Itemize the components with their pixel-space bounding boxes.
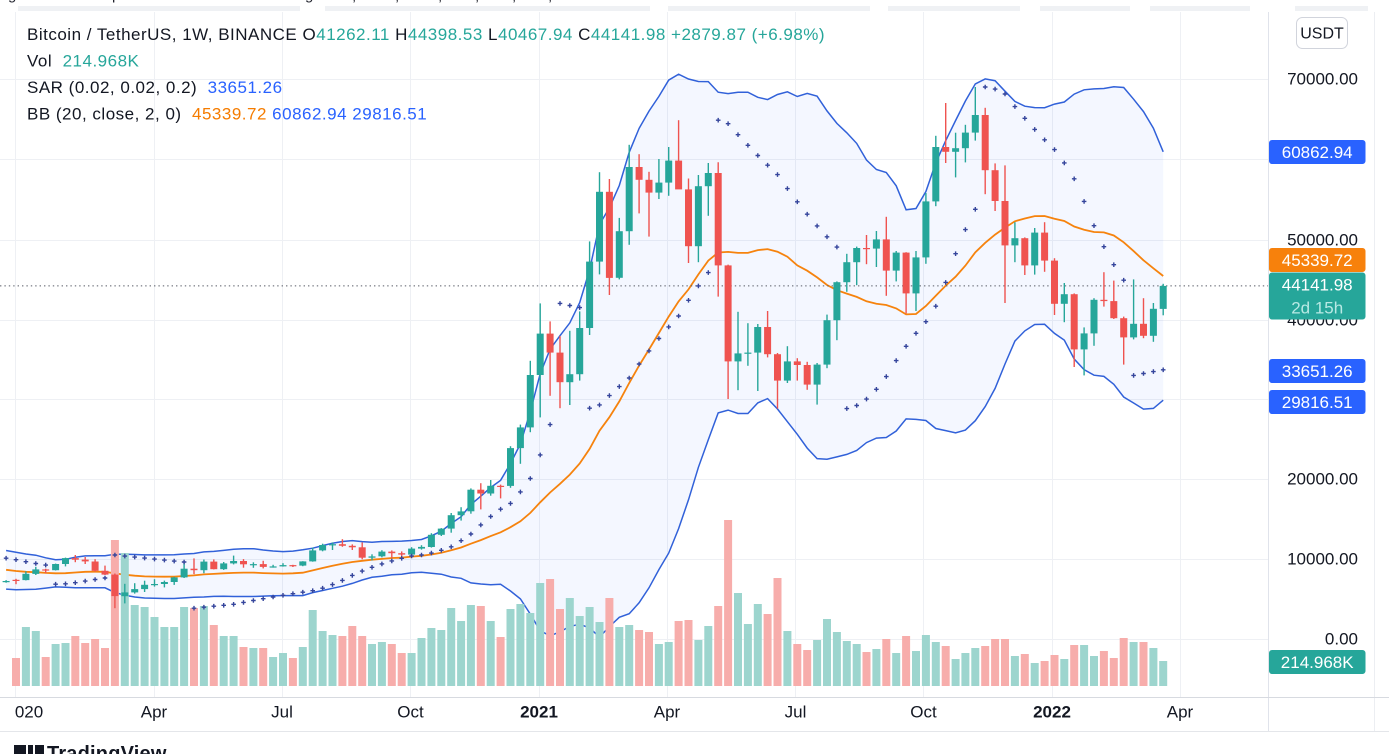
svg-text:Oct: Oct bbox=[910, 703, 937, 722]
svg-text:0.00: 0.00 bbox=[1325, 630, 1358, 649]
svg-text:TradingView: TradingView bbox=[47, 743, 167, 754]
svg-text:50000.00: 50000.00 bbox=[1287, 231, 1358, 250]
svg-text:20000.00: 20000.00 bbox=[1287, 470, 1358, 489]
svg-text:020: 020 bbox=[15, 703, 43, 722]
svg-text:33651.26: 33651.26 bbox=[1282, 362, 1353, 381]
svg-text:,: , bbox=[395, 0, 399, 5]
svg-text:Vol 214.968K: Vol 214.968K bbox=[27, 51, 140, 70]
svg-text:2021: 2021 bbox=[520, 703, 558, 722]
svg-text:45339.72: 45339.72 bbox=[1282, 251, 1353, 270]
svg-text:,: , bbox=[438, 0, 442, 5]
svg-text:BB (20, close, 2, 0) 45339.72: BB (20, close, 2, 0) 45339.72 60862.94 2… bbox=[27, 104, 427, 123]
svg-text:2022: 2022 bbox=[1033, 703, 1071, 722]
svg-text:SAR (0.02, 0.02, 0.2) 33651.2: SAR (0.02, 0.02, 0.2) 33651.26 bbox=[27, 78, 283, 97]
svg-text:29816.51: 29816.51 bbox=[1282, 393, 1353, 412]
svg-text:Jul: Jul bbox=[785, 703, 807, 722]
svg-text:214.968K: 214.968K bbox=[1281, 653, 1354, 672]
svg-text:,: , bbox=[512, 0, 516, 5]
svg-text:Jul: Jul bbox=[271, 703, 293, 722]
svg-text:2d 15h: 2d 15h bbox=[1291, 299, 1343, 318]
svg-text:60862.94: 60862.94 bbox=[1282, 143, 1353, 162]
svg-text:44141.98: 44141.98 bbox=[1282, 276, 1353, 295]
svg-text:10000.00: 10000.00 bbox=[1287, 550, 1358, 569]
svg-text:g: g bbox=[305, 0, 313, 4]
svg-text:,: , bbox=[548, 0, 552, 5]
svg-text:USDT: USDT bbox=[1300, 26, 1344, 43]
svg-text:p: p bbox=[112, 0, 120, 4]
svg-text:Apr: Apr bbox=[654, 703, 681, 722]
svg-text:Bitcoin / TetherUS, 1W, BINANC: Bitcoin / TetherUS, 1W, BINANCE O41262.1… bbox=[27, 25, 825, 44]
svg-text:Apr: Apr bbox=[141, 703, 168, 722]
svg-text:Apr: Apr bbox=[1167, 703, 1194, 722]
svg-text:Oct: Oct bbox=[397, 703, 424, 722]
svg-text:,: , bbox=[352, 0, 356, 5]
svg-text:70000.00: 70000.00 bbox=[1287, 70, 1358, 89]
svg-text:,: , bbox=[475, 0, 479, 5]
svg-text:g: g bbox=[8, 0, 16, 4]
